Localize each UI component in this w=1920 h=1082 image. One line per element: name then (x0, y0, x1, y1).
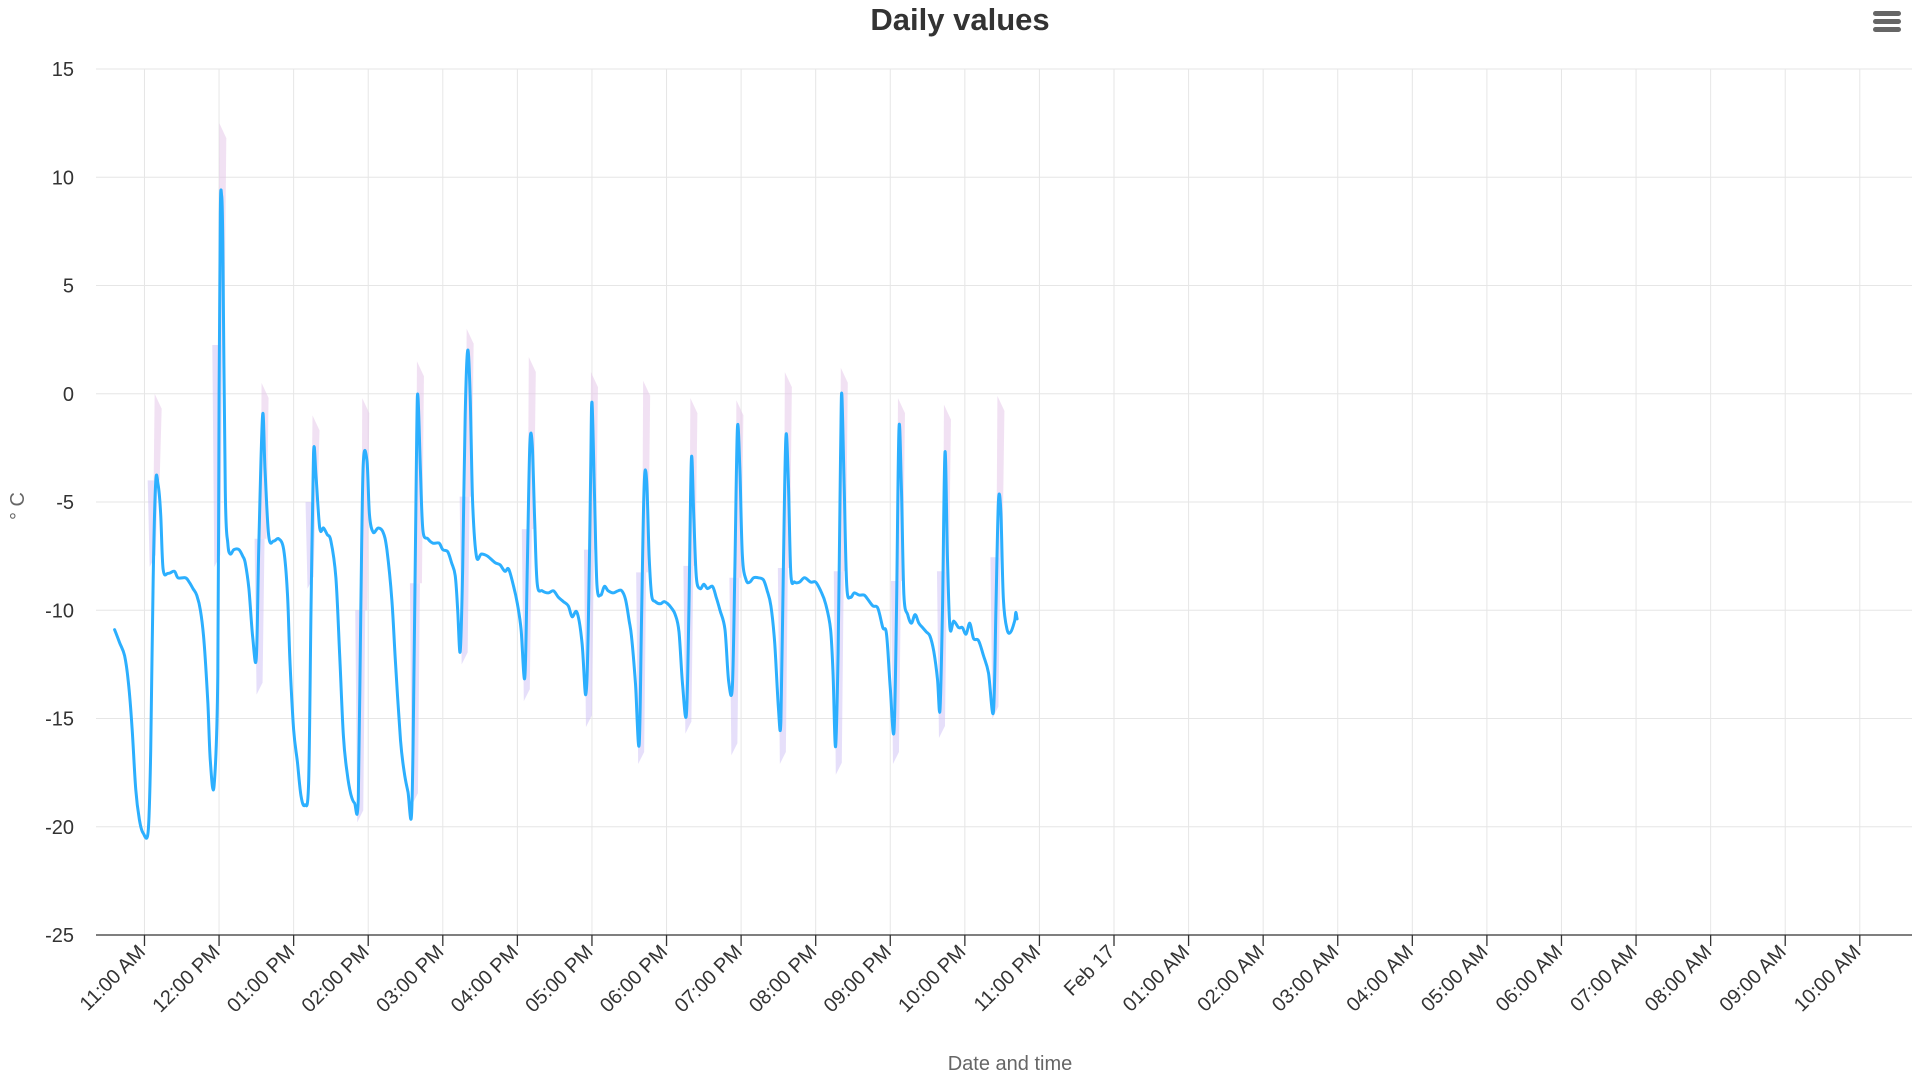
range-band-upper (153, 393, 162, 481)
x-tick-label: 06:00 AM (1492, 941, 1567, 1016)
x-tick-label: 01:00 AM (1119, 941, 1194, 1016)
x-tick-label: 05:00 PM (521, 941, 597, 1017)
y-tick-label: 5 (63, 276, 74, 298)
y-tick-label: 10 (52, 167, 74, 189)
x-tick-label: 08:00 PM (745, 941, 821, 1017)
menu-bar (1873, 27, 1901, 32)
temperature-series-line (113, 188, 1019, 840)
x-tick-label: 11:00 AM (76, 941, 150, 1015)
x-tick-label: 12:00 PM (148, 941, 224, 1017)
x-tick-label: 05:00 AM (1417, 941, 1492, 1016)
x-tick-label: 09:00 AM (1715, 941, 1790, 1016)
x-tick-label: 04:00 AM (1343, 941, 1418, 1016)
y-tick-label: -25 (45, 925, 74, 947)
x-axis-title: Date and time (948, 1053, 1073, 1075)
x-tick-label: 06:00 PM (596, 941, 672, 1017)
x-tick-label: Feb 17 (1060, 941, 1120, 1001)
menu-bar (1873, 11, 1901, 16)
x-tick-label: 02:00 PM (298, 941, 374, 1017)
x-tick-label: 04:00 PM (447, 941, 523, 1017)
menu-bar (1873, 19, 1901, 24)
x-tick-label: 03:00 AM (1268, 941, 1343, 1016)
chart-title: Daily values (870, 2, 1050, 37)
x-tick-label: 02:00 AM (1193, 941, 1268, 1016)
y-tick-label: 15 (52, 59, 74, 81)
x-tick-label: 10:00 PM (894, 941, 970, 1017)
x-tick-label: 07:00 AM (1566, 941, 1641, 1016)
y-axis-title: ° C (7, 492, 29, 520)
y-tick-label: -15 (45, 709, 74, 731)
x-tick-label: 08:00 AM (1641, 941, 1716, 1016)
x-tick-label: 11:00 PM (970, 941, 1045, 1016)
x-tick-label: 01:00 PM (223, 941, 299, 1017)
y-tick-label: 0 (63, 384, 74, 406)
x-tick-label: 09:00 PM (820, 941, 896, 1017)
x-tick-label: 10:00 AM (1790, 941, 1865, 1016)
hamburger-menu-icon[interactable] (1869, 8, 1905, 38)
x-tick-label: 07:00 PM (671, 941, 747, 1017)
y-tick-label: -10 (45, 600, 74, 622)
y-tick-label: -20 (45, 817, 74, 839)
x-tick-label: 03:00 PM (372, 941, 448, 1017)
y-tick-label: -5 (56, 492, 74, 514)
